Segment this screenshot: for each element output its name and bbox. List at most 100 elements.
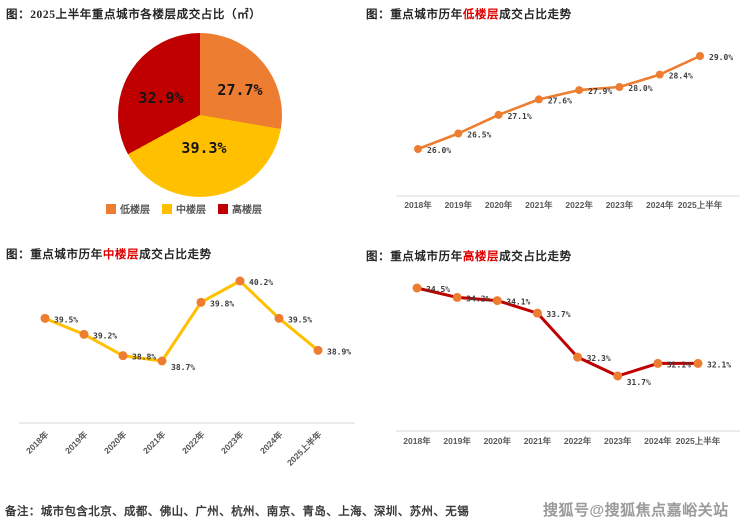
data-point-label: 40.2% [249, 278, 273, 287]
x-axis-tick-label: 2023年 [604, 436, 632, 446]
data-point-label: 38.8% [132, 353, 156, 362]
legend-item-high-floor: 高楼层 [218, 201, 262, 216]
data-point-marker [235, 276, 245, 286]
data-point-label: 39.5% [54, 315, 78, 324]
data-point-label: 29.0% [709, 53, 733, 62]
legend-item-low-floor: 低楼层 [106, 201, 150, 216]
x-axis-tick-label: 2025上半年 [285, 429, 324, 468]
x-axis-tick-label: 2019年 [443, 436, 471, 446]
x-axis-tick-label: 2022年 [565, 200, 593, 210]
data-point-label: 26.0% [427, 146, 451, 155]
legend-label-low-floor: 低楼层 [120, 205, 150, 216]
data-point-marker [414, 145, 422, 153]
data-point-label: 34.5% [426, 285, 450, 294]
data-point-label: 32.1% [707, 360, 731, 369]
data-point-marker [532, 308, 542, 318]
title-highlight: 高楼层 [462, 251, 500, 263]
x-axis-tick-label: 2019年 [63, 429, 90, 456]
x-axis-tick-label: 2020年 [102, 429, 129, 456]
pie-chart-title-text: 图：2025上半年重点城市各楼层成交占比（㎡） [6, 9, 262, 21]
mid-floor-chart-title: 图：重点城市历年中楼层成交占比走势 [6, 246, 212, 262]
legend-swatch-high-floor-icon [218, 203, 228, 214]
data-point-marker [157, 356, 167, 366]
data-point-marker [655, 70, 664, 79]
data-point-marker [696, 52, 704, 60]
title-highlight: 低楼层 [462, 9, 500, 21]
data-point-marker [313, 345, 323, 355]
x-axis-tick-label: 2021年 [524, 436, 552, 446]
legend-swatch-low-floor-icon [106, 203, 116, 214]
pie-label-high-floor: 32.9% [138, 89, 184, 107]
high-floor-line-chart: 34.5% 34.2% 34.1% 33.7% 32.3% 31.7% 32.1% 32.1%… [396, 283, 740, 446]
data-point-label: 26.5% [467, 131, 491, 140]
data-point-label: 32.3% [587, 354, 611, 363]
data-point-label: 34.2% [466, 294, 490, 303]
data-point-marker [79, 329, 89, 339]
legend-label-high-floor: 高楼层 [232, 205, 262, 216]
title-prefix: 图：重点城市历年 [366, 251, 463, 263]
data-point-marker [118, 351, 128, 361]
x-axis-tick-label: 2020年 [484, 436, 512, 446]
pie-label-mid-floor: 39.3% [181, 139, 227, 157]
x-axis-tick-label: 2024年 [258, 429, 285, 456]
mid-floor-line-chart: 39.5% 39.2% 38.8% 38.7% 39.8% 40.2% 39.5% 38.9%… [19, 276, 355, 468]
title-suffix: 成交占比走势 [499, 9, 572, 21]
low-floor-line-chart: 26.0% 26.5% 27.1% 27.6% 27.9% 28.0% 28.4% 29.0%… [396, 52, 740, 210]
x-axis-tick-label: 2019年 [445, 200, 473, 210]
x-axis-tick-label: 2022年 [180, 429, 207, 456]
x-axis-tick-label: 2023年 [219, 429, 246, 456]
data-point-marker [196, 297, 206, 307]
trend-line [415, 286, 700, 378]
data-point-marker [454, 129, 463, 138]
x-axis-tick-label: 2018年 [403, 436, 431, 446]
legend-item-mid-floor: 中楼层 [162, 201, 206, 216]
data-point-marker [494, 110, 503, 119]
data-point-marker [615, 83, 624, 91]
high-floor-chart-title: 图：重点城市历年高楼层成交占比走势 [366, 248, 572, 264]
data-point-marker [613, 371, 623, 381]
x-axis-tick-label: 2018年 [24, 429, 51, 456]
data-point-label: 39.5% [288, 315, 312, 324]
title-highlight: 中楼层 [102, 249, 140, 261]
legend-swatch-mid-floor-icon [162, 203, 172, 214]
data-point-marker [412, 283, 422, 293]
data-point-label: 27.1% [508, 112, 532, 121]
data-point-marker [575, 86, 584, 95]
x-axis-tick-label: 2022年 [564, 436, 592, 446]
low-floor-chart-title: 图：重点城市历年低楼层成交占比走势 [366, 6, 572, 22]
pie-chart-title: 图：2025上半年重点城市各楼层成交占比（㎡） [6, 6, 261, 22]
x-axis-tick-label: 2020年 [485, 200, 513, 210]
x-axis-tick-label: 2018年 [404, 200, 432, 210]
x-axis-tick-label: 2024年 [644, 436, 672, 446]
floor-share-pie-chart [118, 33, 282, 197]
legend-label-mid-floor: 中楼层 [176, 205, 206, 216]
data-point-label: 39.2% [93, 331, 117, 340]
data-point-label: 33.7% [546, 310, 570, 319]
data-point-label: 28.4% [669, 72, 693, 81]
title-suffix: 成交占比走势 [139, 249, 212, 261]
pie-legend: 低楼层 中楼层 高楼层 [0, 201, 368, 216]
title-suffix: 成交占比走势 [499, 251, 572, 263]
data-point-label: 38.7% [171, 363, 195, 372]
data-point-marker [573, 352, 583, 362]
data-point-label: 32.1% [667, 360, 691, 369]
data-point-marker [274, 313, 284, 323]
trend-line [416, 54, 702, 151]
data-point-marker [534, 95, 543, 104]
data-point-marker [653, 358, 663, 368]
data-point-marker [40, 313, 50, 323]
watermark: 搜狐号@搜狐焦点嘉峪关站 [543, 502, 729, 519]
data-point-label: 27.6% [548, 96, 572, 105]
data-point-label: 27.9% [588, 87, 612, 96]
pie-label-low-floor: 27.7% [217, 81, 263, 99]
x-axis-tick-label: 2025上半年 [678, 200, 723, 210]
footnote: 备注：城市包含北京、成都、佛山、广州、杭州、南京、青岛、上海、深圳、苏州、无锡 [5, 506, 470, 518]
data-point-label: 34.1% [506, 298, 530, 307]
data-point-marker [693, 358, 703, 368]
data-point-label: 38.9% [327, 347, 351, 356]
data-point-marker [492, 296, 502, 306]
data-point-label: 28.0% [628, 84, 652, 93]
title-prefix: 图：重点城市历年 [366, 9, 463, 21]
data-point-label: 39.8% [210, 299, 234, 308]
